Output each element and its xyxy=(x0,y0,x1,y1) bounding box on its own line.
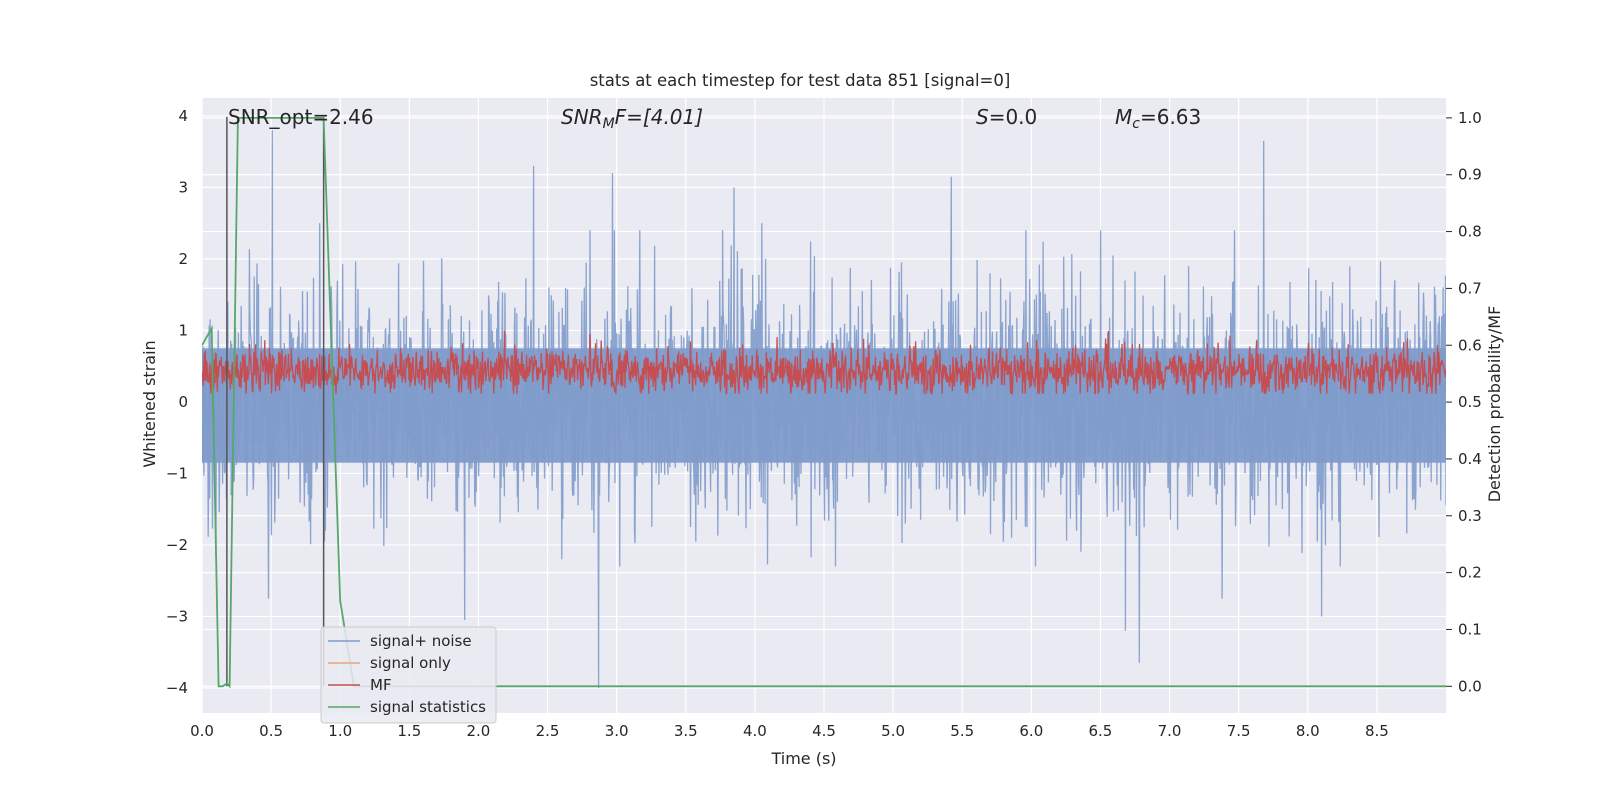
y-tick-label: 0 xyxy=(178,393,188,411)
snr-mf-annotation: SNRMF=[4.01] xyxy=(561,105,703,132)
y2-tick-label: 0.5 xyxy=(1458,393,1482,411)
y-tick-label: 4 xyxy=(178,107,188,125)
x-tick-label: 0.5 xyxy=(259,722,283,740)
y2-tick-label: 0.2 xyxy=(1458,564,1482,582)
x-tick-label: 3.0 xyxy=(605,722,629,740)
x-tick-label: 8.0 xyxy=(1296,722,1320,740)
mc-sub: c xyxy=(1132,116,1140,132)
x-tick-label: 0.0 xyxy=(190,722,214,740)
y-tick-label: −1 xyxy=(166,464,188,482)
x-tick-label: 4.5 xyxy=(812,722,836,740)
x-tick-label: 6.5 xyxy=(1089,722,1113,740)
y2-tick-label: 0.3 xyxy=(1458,507,1482,525)
x-tick-label: 2.5 xyxy=(536,722,560,740)
x-tick-label: 1.5 xyxy=(397,722,421,740)
legend-label-mf: MF xyxy=(370,676,392,694)
ticks: 0.0 0.5 1.0 1.5 2.0 2.5 3.0 3.5 4.0 4.5 5.0 5.5 6.0 6… xyxy=(166,107,1482,740)
x-tick-label: 7.0 xyxy=(1158,722,1182,740)
y2-tick-label: 0.4 xyxy=(1458,450,1482,468)
legend-label-signal-statistics: signal statistics xyxy=(370,698,486,716)
legend: signal+ noise signal only MF signal stat… xyxy=(320,626,497,724)
y-tick-label: −4 xyxy=(166,679,188,697)
snr-mf-rest: F=[4.01] xyxy=(615,105,703,129)
x-tick-label: 1.0 xyxy=(328,722,352,740)
s-value: =0.0 xyxy=(989,105,1038,129)
series-mf xyxy=(202,330,1446,396)
y2-tick-label: 0.7 xyxy=(1458,279,1482,297)
legend-label-signal-only: signal only xyxy=(370,654,451,672)
mc-value: =6.63 xyxy=(1140,105,1201,129)
chart-title: stats at each timestep for test data 851… xyxy=(590,71,1011,90)
y-tick-label: −2 xyxy=(166,536,188,554)
y2-tick-label: 0.6 xyxy=(1458,336,1482,354)
x-tick-label: 8.5 xyxy=(1365,722,1389,740)
y-tick-label: 2 xyxy=(178,250,188,268)
x-tick-label: 2.0 xyxy=(467,722,491,740)
s-annotation: S=0.0 xyxy=(976,105,1037,129)
s-label: S xyxy=(976,105,989,129)
y2-tick-label: 0.9 xyxy=(1458,166,1482,184)
x-tick-label: 5.5 xyxy=(950,722,974,740)
mc-annotation: Mc=6.63 xyxy=(1115,105,1201,132)
y-axis-label: Whitened strain xyxy=(140,340,159,467)
legend-label-signal-noise: signal+ noise xyxy=(370,632,472,650)
x-tick-label: 5.0 xyxy=(881,722,905,740)
x-tick-label: 7.5 xyxy=(1227,722,1251,740)
y2-tick-label: 1.0 xyxy=(1458,109,1482,127)
x-tick-label: 3.5 xyxy=(674,722,698,740)
series-layer xyxy=(202,116,1446,689)
y-tick-label: 3 xyxy=(178,178,188,196)
x-tick-label: 4.0 xyxy=(743,722,767,740)
x-tick-label: 6.0 xyxy=(1019,722,1043,740)
y-tick-label: −3 xyxy=(166,607,188,625)
mc-base: M xyxy=(1115,105,1132,129)
y-tick-label: 1 xyxy=(178,321,188,339)
annotations: SNR_opt=2.46 SNRMF=[4.01] S=0.0 Mc=6.63 xyxy=(228,105,1201,132)
snr-opt-annotation: SNR_opt=2.46 xyxy=(228,105,374,129)
snr-mf-f: F=[4.01] xyxy=(615,105,703,129)
y2-axis-label: Detection probability/MF xyxy=(1485,306,1504,503)
snr-mf-base: SNR xyxy=(561,105,603,129)
y2-tick-label: 0.8 xyxy=(1458,223,1482,241)
snr-mf-sub: M xyxy=(603,116,615,132)
legend-box xyxy=(320,626,497,724)
series-signal-noise xyxy=(202,130,1446,689)
y2-tick-label: 0.0 xyxy=(1458,677,1482,695)
y2-tick-label: 0.1 xyxy=(1458,620,1482,638)
x-axis-label: Time (s) xyxy=(770,749,836,768)
